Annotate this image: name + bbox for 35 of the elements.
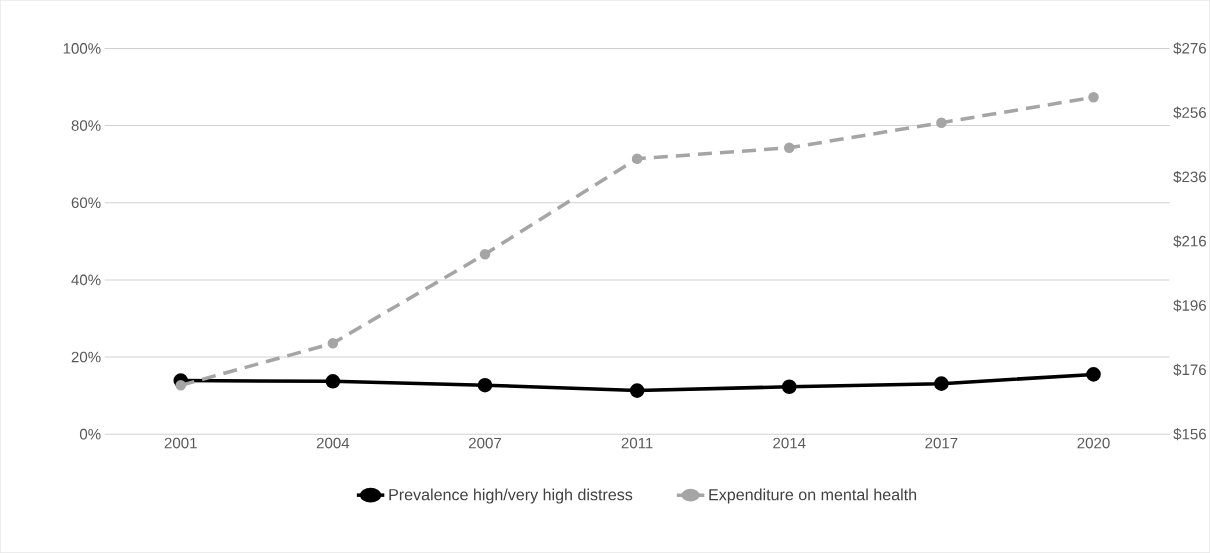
y2-tick-label: $176 <box>1173 363 1206 377</box>
y-tick-label: 40% <box>71 274 101 286</box>
point <box>325 374 341 389</box>
x-tick-label: 2011 <box>621 437 653 449</box>
point <box>479 248 491 260</box>
x-tick-label: 2004 <box>316 437 350 449</box>
x-tick-label: 2020 <box>1077 437 1110 449</box>
point <box>327 337 339 349</box>
point <box>783 142 795 154</box>
y2-tick-label: $156 <box>1173 428 1206 441</box>
point <box>631 153 643 164</box>
legend-label: Expenditure on mental health <box>709 488 917 504</box>
point <box>1086 367 1101 382</box>
y-tick-label: 100% <box>63 43 101 54</box>
x-tick-label: 2017 <box>925 437 958 449</box>
point <box>781 379 797 395</box>
y2-tick-label: $256 <box>1173 106 1206 119</box>
y-tick-label: 0% <box>79 428 101 440</box>
y-tick-label: 20% <box>71 351 101 363</box>
y2-tick-label: $196 <box>1173 299 1206 312</box>
y-tick-label: 60% <box>71 197 101 209</box>
y2-tick-label: $276 <box>1173 42 1206 55</box>
y-tick-label: 80% <box>71 120 101 131</box>
x-tick-label: 2014 <box>773 437 806 449</box>
point <box>936 117 947 128</box>
x-tick-label: 2001 <box>164 437 197 449</box>
y2-tick-label: $216 <box>1173 235 1206 248</box>
x-tick-label: 2007 <box>469 437 502 449</box>
point <box>934 376 949 391</box>
point <box>175 380 187 391</box>
legend-label: Prevalence high/very high distress <box>389 488 633 504</box>
point <box>629 383 645 398</box>
y2-tick-label: $236 <box>1173 170 1206 184</box>
point <box>1088 92 1099 103</box>
point <box>477 377 493 393</box>
